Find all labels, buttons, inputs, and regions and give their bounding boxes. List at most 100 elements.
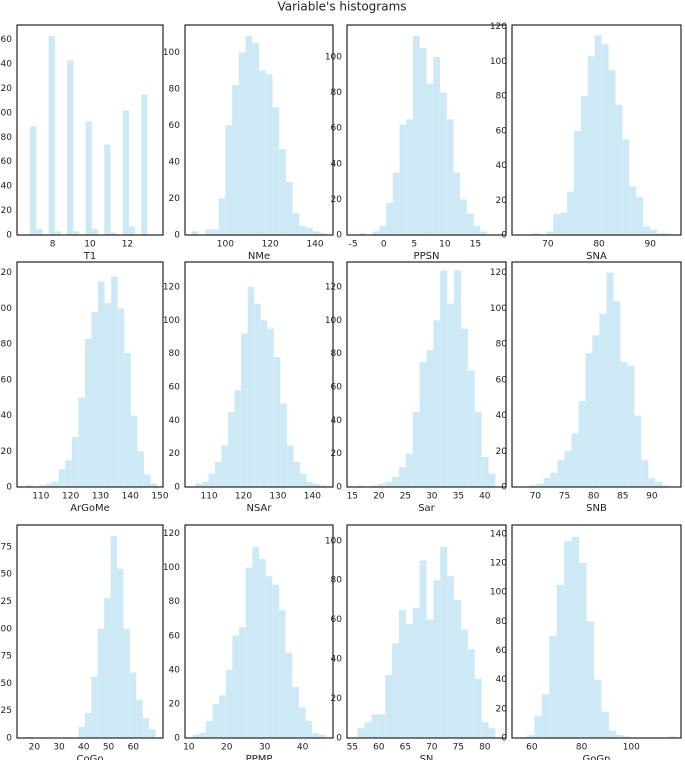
x-tick-label: 110 [32,492,49,502]
bar [433,320,441,487]
y-tick-label: 20 [169,194,181,204]
bar [447,303,455,487]
bar [259,559,266,738]
bar [143,474,151,487]
bar [123,628,130,738]
bar [663,233,671,235]
bar [371,714,379,738]
bar [488,728,496,738]
y-tick-label: 80 [496,617,508,627]
x-tick-label: 80 [588,492,600,502]
bar [541,694,550,738]
bar [364,722,372,738]
x-tick-label: 80 [593,240,605,250]
x-tick-label: 150 [151,492,168,502]
y-tick-label: 100 [163,316,180,326]
bar [650,229,657,235]
y-tick-label: 120 [490,22,507,32]
y-tick-label: 0 [174,231,180,241]
bar [405,623,413,738]
bar [601,44,609,235]
bar [586,621,595,738]
y-tick-label: 80 [331,576,343,586]
y-tick-label: 125 [0,597,12,607]
axes-frame [511,524,682,739]
y-tick-label: 80 [331,349,343,359]
y-tick-label: 40 [169,665,181,675]
y-tick-label: 25 [1,706,12,716]
y-tick-label: 0 [6,734,12,744]
bar [371,485,379,487]
axes-frame [16,24,164,236]
y-tick-label: 40 [496,675,508,685]
y-tick-label: 100 [490,588,507,598]
y-tick-label: 100 [163,563,180,573]
bar [641,460,649,487]
bar [623,736,632,738]
bar [643,226,651,235]
bar [426,350,434,487]
bar [454,599,461,738]
bar [648,478,656,487]
y-tick-label: 60 [169,121,181,131]
bar [116,568,124,738]
x-tick-label: 100 [217,240,234,250]
y-tick-label: 0 [501,231,507,241]
x-tick-label: 40 [78,743,90,753]
x-tick-label: 140 [122,492,139,502]
y-tick-label: 80 [496,340,508,350]
x-tick-label: 15 [347,492,358,502]
bar [110,535,117,738]
y-tick-label: 40 [169,416,181,426]
bar [278,610,286,738]
subplot: 0 25 50 75 100 125 150 175 20 30 40 50 60 CoGo [0,524,164,760]
bar [392,477,399,487]
bar [252,43,259,236]
x-tick-label: 110 [200,492,217,502]
bar [71,437,79,487]
bar [78,727,85,738]
bar [594,679,602,738]
bar [192,734,200,738]
x-tick-label: 10 [84,240,96,250]
bar [412,607,420,738]
y-tick-label: 60 [496,126,508,136]
y-tick-label: 100 [490,304,507,314]
bar [460,328,468,487]
bar [620,362,628,487]
bar [419,48,427,236]
x-tick-label: 70 [426,743,438,753]
bar [385,482,393,487]
x-tick-label: 140 [304,492,321,502]
bar [212,703,220,738]
bar [286,445,294,487]
subplot: 0 20 40 60 80 100 120 110 120 130 140 NSAr [163,261,334,514]
x-axis-label: SNB [586,503,607,514]
bar [312,231,320,235]
y-tick-label: 40 [496,161,508,171]
bar [67,60,74,235]
y-tick-label: 40 [1,182,13,192]
bar [48,35,55,235]
bar [655,481,663,487]
bar [379,226,387,235]
bar [214,462,222,487]
bar [129,672,137,738]
x-axis-label: GoGn [583,754,611,760]
y-tick-label: 0 [174,734,180,744]
y-tick-label: 120 [0,84,12,94]
x-tick-label: 120 [235,492,252,502]
bar [386,202,393,235]
y-tick-label: 20 [496,704,508,714]
bar [39,485,46,487]
bar [259,70,266,235]
x-tick-label: 60 [373,743,385,753]
y-tick-label: 60 [331,615,343,625]
bar [592,335,600,487]
y-tick-label: 80 [496,92,508,102]
x-tick-label: 25 [400,492,411,502]
axes-frame [184,261,334,488]
bar [608,70,616,236]
bar [124,353,131,487]
y-tick-label: 20 [331,694,343,704]
